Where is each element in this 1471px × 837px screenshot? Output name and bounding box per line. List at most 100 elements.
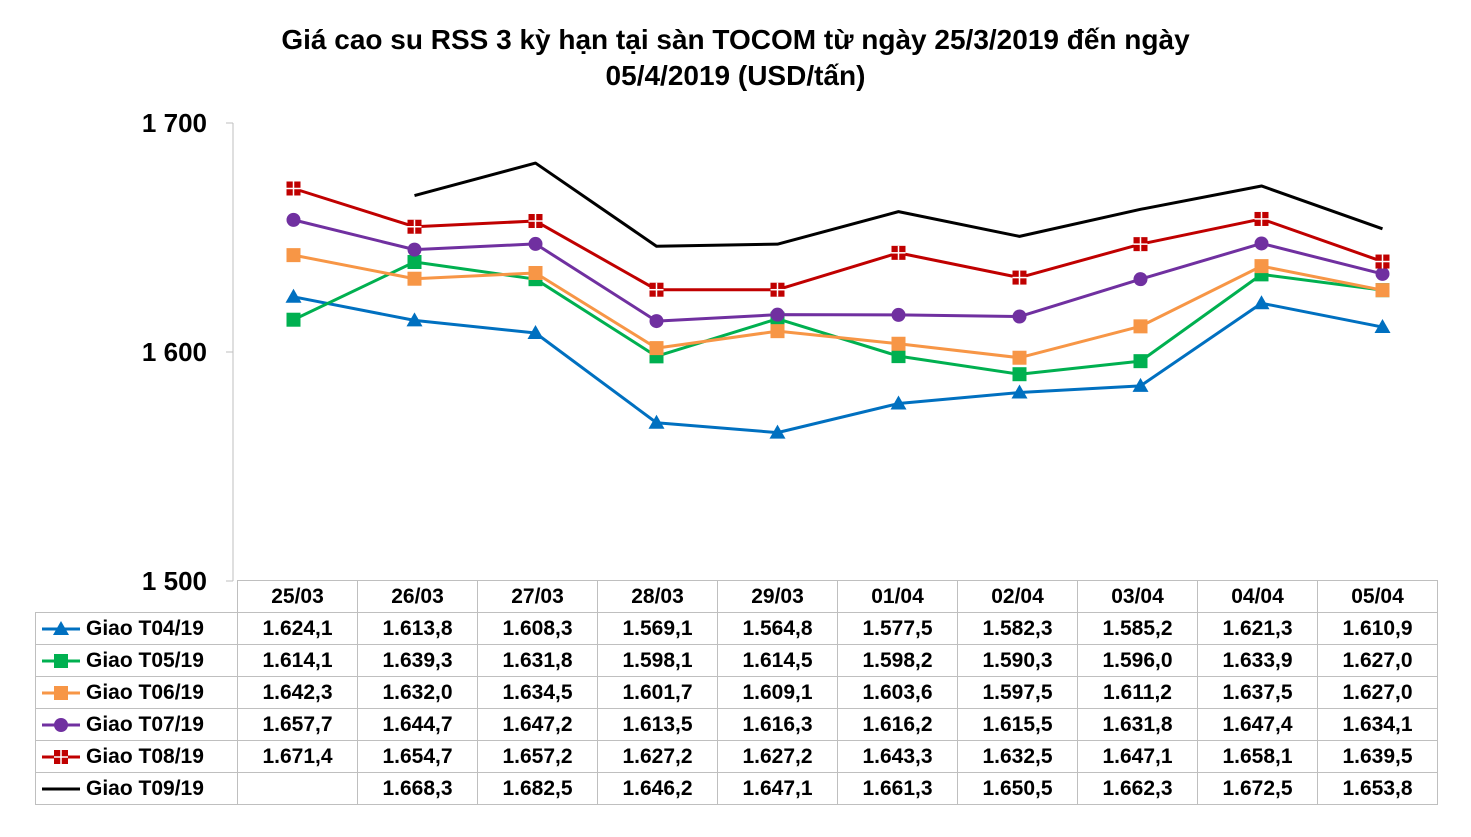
data-label: 1.577,5 (837, 612, 958, 645)
legend-label: Giao T07/19 (86, 712, 204, 736)
series-giao-t04-19 (285, 288, 1391, 439)
table-row: Giao T07/19 1.657,7 1.644,7 1.647,2 1.613,5 1… (35, 708, 1438, 741)
data-label: 1.611,2 (1077, 676, 1198, 709)
data-label: 1.661,3 (837, 772, 958, 805)
marker-square (1012, 367, 1027, 382)
data-label: 1.621,3 (1197, 612, 1318, 645)
series-line (293, 187, 1383, 292)
legend-key (42, 717, 80, 732)
legend-key (42, 685, 80, 700)
legend-entry: Giao T07/19 (35, 708, 238, 741)
data-label: 1.632,5 (957, 740, 1078, 773)
legend-key (42, 620, 80, 635)
x-tick-label: 26/03 (357, 580, 478, 613)
x-tick-label: 27/03 (477, 580, 598, 613)
data-label (237, 772, 358, 805)
table-row: Giao T04/19 1.624,1 1.613,8 1.608,3 1.569,1 1… (35, 612, 1438, 645)
data-label: 1.646,2 (597, 772, 718, 805)
data-label: 1.672,5 (1197, 772, 1318, 805)
data-label: 1.616,3 (717, 708, 838, 741)
data-label: 1.644,7 (357, 708, 478, 741)
data-label: 1.564,8 (717, 612, 838, 645)
x-tick-label: 02/04 (957, 580, 1078, 613)
x-tick-label: 29/03 (717, 580, 838, 613)
data-label: 1.585,2 (1077, 612, 1198, 645)
marker-triangle (648, 414, 665, 429)
marker-circle (286, 212, 301, 227)
data-label: 1.601,7 (597, 676, 718, 709)
data-label: 1.650,5 (957, 772, 1078, 805)
data-label: 1.616,2 (837, 708, 958, 741)
data-label: 1.642,3 (237, 676, 358, 709)
x-tick-label: 01/04 (837, 580, 958, 613)
data-label: 1.598,1 (597, 644, 718, 677)
marker-circle (528, 236, 543, 251)
data-label: 1.634,1 (1317, 708, 1438, 741)
series-giao-t09-19 (414, 161, 1384, 248)
chart-title: Giá cao su RSS 3 kỳ hạn tại sàn TOCOM từ… (0, 22, 1471, 94)
table-row: Giao T05/19 1.614,1 1.639,3 1.631,8 1.598,1 1… (35, 644, 1438, 677)
marker-triangle (527, 324, 544, 339)
marker-triangle (285, 288, 302, 303)
data-label: 1.658,1 (1197, 740, 1318, 773)
data-label: 1.614,5 (717, 644, 838, 677)
data-label: 1.603,6 (837, 676, 958, 709)
data-label: 1.647,1 (1077, 740, 1198, 773)
legend-key (42, 787, 80, 791)
marker-triangle (1011, 384, 1028, 399)
table-row: Giao T09/19 1.668,3 1.682,5 1.646,2 1.647,1 1… (35, 772, 1438, 805)
legend-label: Giao T04/19 (86, 616, 204, 640)
data-label: 1.613,5 (597, 708, 718, 741)
marker-circle (1133, 272, 1148, 287)
data-label: 1.643,3 (837, 740, 958, 773)
marker-square (1254, 259, 1269, 274)
marker-circle (407, 242, 422, 257)
data-label: 1.653,8 (1317, 772, 1438, 805)
data-label: 1.627,0 (1317, 676, 1438, 709)
data-label: 1.657,2 (477, 740, 598, 773)
data-label: 1.668,3 (357, 772, 478, 805)
marker-square (528, 265, 543, 280)
data-label: 1.657,7 (237, 708, 358, 741)
data-label: 1.632,0 (357, 676, 478, 709)
x-tick-label: 04/04 (1197, 580, 1318, 613)
marker-circle (770, 307, 785, 322)
line-chart-plot: 1 500 1 600 1 700 (142, 108, 1391, 596)
series-giao-t05-19 (286, 255, 1390, 382)
table-row: Giao T08/19 1.671,4 1.654,7 1.657,2 1.627,2 1… (35, 740, 1438, 773)
marker-square (407, 271, 422, 286)
marker-circle (1254, 236, 1269, 251)
chart-data-table: 25/03 26/03 27/03 28/03 29/03 01/04 02/04 03/04… (35, 580, 1438, 805)
data-label: 1.631,8 (477, 644, 598, 677)
data-label: 1.569,1 (597, 612, 718, 645)
x-tick-label: 28/03 (597, 580, 718, 613)
data-label: 1.596,0 (1077, 644, 1198, 677)
data-label: 1.671,4 (237, 740, 358, 773)
marker-triangle (890, 395, 907, 410)
marker-square (1133, 319, 1148, 334)
data-label: 1.597,5 (957, 676, 1078, 709)
marker-square (770, 324, 785, 339)
marker-triangle (1253, 295, 1270, 310)
marker-circle (649, 314, 664, 329)
data-label: 1.627,2 (717, 740, 838, 773)
data-label: 1.609,1 (717, 676, 838, 709)
data-label: 1.647,4 (1197, 708, 1318, 741)
data-label: 1.598,2 (837, 644, 958, 677)
marker-square (891, 349, 906, 364)
marker-triangle (769, 424, 786, 439)
data-label: 1.682,5 (477, 772, 598, 805)
marker-triangle (1132, 377, 1149, 392)
marker-square (286, 248, 301, 263)
series-line (414, 161, 1384, 248)
marker-circle (54, 717, 68, 732)
legend-key (42, 749, 80, 764)
marker-square (286, 312, 301, 327)
series-giao-t08-19 (286, 181, 1390, 297)
legend-label: Giao T05/19 (86, 648, 204, 672)
data-label: 1.613,8 (357, 612, 478, 645)
legend-label: Giao T06/19 (86, 680, 204, 704)
marker-triangle (53, 620, 69, 635)
marker-square (1012, 350, 1027, 365)
data-label: 1.637,5 (1197, 676, 1318, 709)
